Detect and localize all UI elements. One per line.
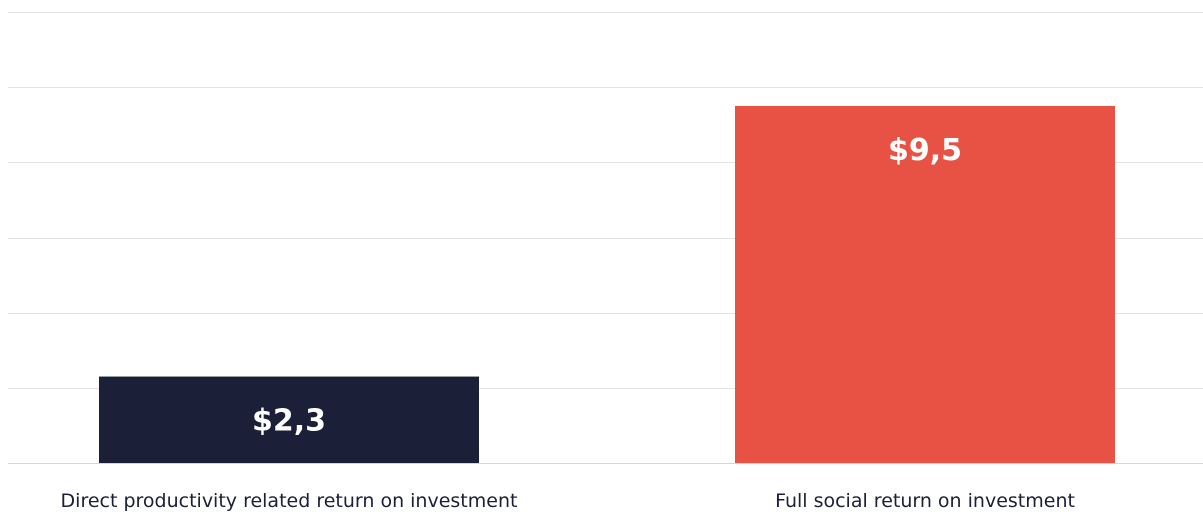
category-label-2: Full social return on investment: [775, 490, 1075, 512]
bar-value-label-2: $9,5: [888, 133, 962, 168]
bar-value-label-1: $2,3: [252, 404, 326, 439]
bar-2: [735, 105, 1115, 463]
category-labels: Direct productivity related return on in…: [61, 490, 1075, 512]
bars: [99, 105, 1115, 463]
category-label-1: Direct productivity related return on in…: [61, 490, 518, 512]
value-labels: $2,3 $9,5: [252, 133, 962, 439]
bar-1: [99, 376, 479, 463]
